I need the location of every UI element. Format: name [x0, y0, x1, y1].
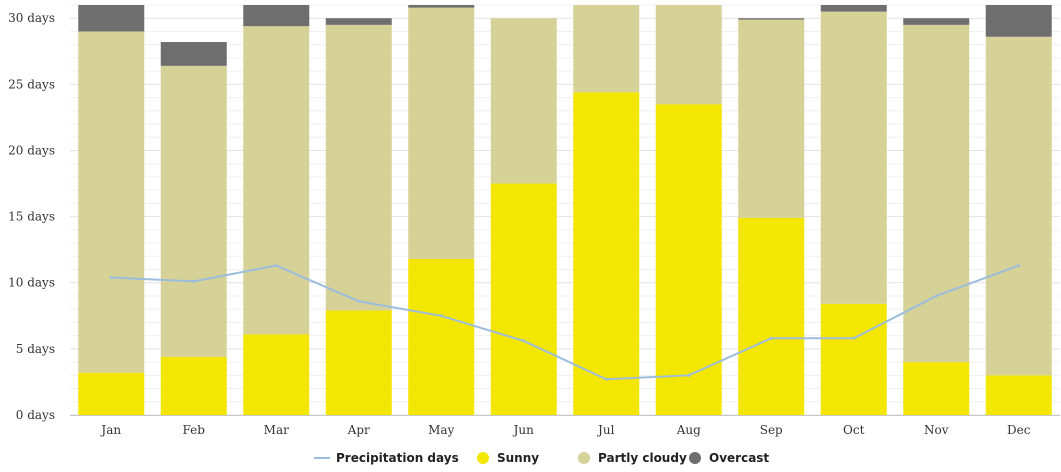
- x-tick-label: Jun: [512, 423, 535, 437]
- x-tick-label: Nov: [924, 423, 949, 437]
- y-tick-label: 0 days: [16, 408, 55, 422]
- grid-lines: [70, 4, 1060, 416]
- y-tick-label: 15 days: [8, 210, 55, 224]
- legend-label: Precipitation days: [336, 451, 459, 465]
- bar-overcast-apr[interactable]: [325, 18, 392, 25]
- bar-overcast-oct[interactable]: [820, 5, 887, 12]
- x-tick-label: Dec: [1007, 423, 1031, 437]
- bar-sunny-aug[interactable]: [655, 104, 722, 416]
- x-tick-label: Oct: [843, 423, 865, 437]
- y-axis: 0 days 5 days 10 days 15 days 20 days 25 days…: [8, 11, 55, 422]
- bar-sunny-mar[interactable]: [243, 334, 310, 415]
- precipitation-days-line[interactable]: [111, 264, 1020, 381]
- x-axis: Jan Feb Mar Apr May Jun Jul Aug Sep Oct Nov Dec: [70, 415, 1060, 437]
- x-tick-label: Jul: [596, 423, 615, 437]
- precipitation-point-may[interactable]: [439, 314, 443, 318]
- bar-overcast-feb[interactable]: [160, 42, 227, 66]
- bar-partly-cloudy-may[interactable]: [408, 7, 475, 259]
- bar-partly-cloudy-mar[interactable]: [243, 26, 310, 335]
- y-tick-label: 30 days: [8, 11, 55, 25]
- bar-partly-cloudy-oct[interactable]: [820, 11, 887, 304]
- precipitation-point-aug[interactable]: [687, 373, 691, 377]
- bar-partly-cloudy-dec[interactable]: [985, 36, 1052, 376]
- legend-item-partly-cloudy[interactable]: Partly cloudy: [578, 451, 687, 465]
- precipitation-point-jan[interactable]: [109, 275, 113, 279]
- bar-partly-cloudy-apr[interactable]: [325, 24, 392, 311]
- legend-item-overcast[interactable]: Overcast: [689, 451, 769, 465]
- bar-overcast-sep[interactable]: [738, 18, 805, 20]
- bar-sunny-sep[interactable]: [738, 217, 805, 415]
- legend[interactable]: Precipitation days Sunny Partly cloudy Over…: [314, 451, 769, 465]
- bar-sunny-jun[interactable]: [490, 183, 557, 415]
- precipitation-point-mar[interactable]: [274, 264, 278, 268]
- y-tick-label: 10 days: [8, 276, 55, 290]
- bar-partly-cloudy-nov[interactable]: [903, 24, 970, 363]
- legend-item-precipitation-days[interactable]: Precipitation days: [314, 451, 459, 465]
- bar-overcast-may[interactable]: [408, 5, 475, 8]
- bar-overcast-mar[interactable]: [243, 5, 310, 27]
- x-tick-label: Apr: [347, 423, 370, 437]
- bar-partly-cloudy-jul[interactable]: [573, 5, 640, 93]
- bar-sunny-may[interactable]: [408, 258, 475, 415]
- legend-dot-symbol: [689, 452, 701, 464]
- precipitation-point-jun[interactable]: [522, 339, 526, 343]
- precipitation-point-apr[interactable]: [357, 299, 361, 303]
- bar-partly-cloudy-jun[interactable]: [490, 18, 557, 184]
- x-tick-label: Feb: [183, 423, 206, 437]
- bar-partly-cloudy-sep[interactable]: [738, 19, 805, 218]
- precipitation-line: [109, 264, 1021, 381]
- x-tick-label: Jan: [99, 423, 121, 437]
- legend-dot-symbol: [477, 452, 489, 464]
- bar-overcast-dec[interactable]: [985, 5, 1052, 37]
- x-tick-label: May: [428, 423, 454, 437]
- bar-sunny-apr[interactable]: [325, 310, 392, 415]
- legend-dot-symbol: [578, 452, 590, 464]
- bars: [78, 5, 1052, 416]
- legend-label: Overcast: [709, 451, 769, 465]
- bar-sunny-nov[interactable]: [903, 362, 970, 415]
- y-tick-label: 5 days: [16, 342, 55, 356]
- bar-sunny-jan[interactable]: [78, 372, 145, 415]
- bar-partly-cloudy-feb[interactable]: [160, 65, 227, 357]
- precipitation-point-dec[interactable]: [1017, 264, 1021, 268]
- bar-overcast-nov[interactable]: [903, 18, 970, 25]
- bar-sunny-dec[interactable]: [985, 375, 1052, 415]
- y-tick-label: 25 days: [8, 77, 55, 91]
- bar-partly-cloudy-jan[interactable]: [78, 31, 145, 373]
- bar-sunny-jul[interactable]: [573, 92, 640, 416]
- y-tick-label: 20 days: [8, 143, 55, 157]
- precipitation-point-oct[interactable]: [852, 336, 856, 340]
- bar-sunny-feb[interactable]: [160, 356, 227, 415]
- bar-sunny-oct[interactable]: [820, 303, 887, 415]
- x-tick-label: Aug: [676, 423, 701, 437]
- precipitation-point-sep[interactable]: [769, 336, 773, 340]
- legend-label: Sunny: [497, 451, 539, 465]
- precipitation-point-nov[interactable]: [934, 294, 938, 298]
- legend-item-sunny[interactable]: Sunny: [477, 451, 539, 465]
- x-tick-label: Mar: [264, 423, 289, 437]
- x-tick-label: Sep: [760, 423, 783, 437]
- precipitation-point-jul[interactable]: [604, 377, 608, 381]
- precipitation-point-feb[interactable]: [192, 279, 196, 283]
- legend-label: Partly cloudy: [598, 451, 687, 465]
- bar-overcast-jan[interactable]: [78, 5, 145, 32]
- bar-partly-cloudy-aug[interactable]: [655, 5, 722, 105]
